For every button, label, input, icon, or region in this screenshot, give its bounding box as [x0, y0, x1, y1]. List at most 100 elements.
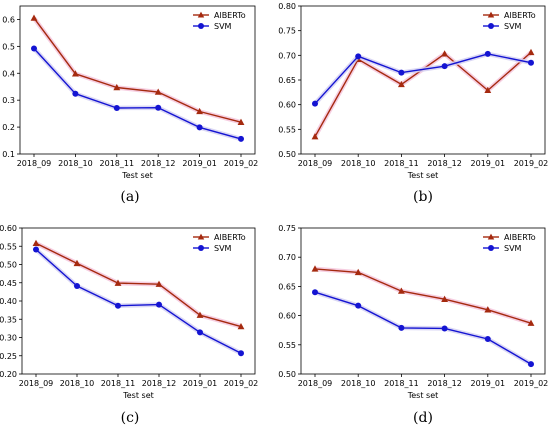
x-tick-label: 2019_02	[514, 379, 549, 388]
data-point-circle	[398, 324, 405, 331]
y-tick-label: 0.25	[0, 352, 17, 361]
data-point-triangle	[311, 133, 319, 140]
y-tick-label: 0.75	[278, 27, 296, 36]
data-point-circle	[484, 50, 491, 57]
data-point-circle	[312, 289, 318, 296]
data-point-triangle	[237, 118, 245, 125]
data-point-triangle	[71, 70, 79, 77]
data-point-circle	[355, 53, 362, 60]
chart-panel: 0.20 0.25 0.30 0.35 0.40 0.45 0.50 0.55 0.60 2018…	[0, 224, 258, 426]
chart-panel: 0.50 0.55 0.60 0.65 0.70 0.75 0.80 2018_09 2018_…	[278, 2, 548, 205]
panel-caption: (b)	[413, 189, 433, 205]
x-tick-label: 2019_02	[514, 159, 549, 168]
y-tick-label: 0.35	[0, 315, 17, 324]
data-point-triangle	[354, 268, 362, 276]
data-point-triangle	[113, 83, 121, 91]
y-tick-label: 0.65	[278, 282, 296, 291]
data-point-circle	[33, 246, 39, 253]
data-point-triangle	[196, 107, 204, 115]
legend-label: SVM	[504, 244, 522, 253]
data-point-circle	[155, 104, 162, 111]
y-tick-label: 0.6	[2, 15, 15, 24]
data-point-triangle	[441, 295, 449, 302]
series-line	[35, 242, 242, 328]
x-tick-label: 2018_11	[101, 379, 136, 388]
x-tick-label: 2018_09	[17, 159, 52, 168]
data-point-circle	[484, 335, 491, 342]
series-glow	[314, 266, 532, 326]
legend-marker-circle	[488, 23, 494, 29]
data-point-circle	[312, 100, 318, 107]
series-line	[314, 291, 532, 365]
x-tick-label: 2018_11	[384, 159, 419, 168]
data-point-triangle	[527, 48, 535, 56]
data-point-triangle	[73, 259, 81, 267]
x-tick-label: 2018_09	[298, 159, 333, 168]
x-tick-label: 2018_09	[298, 379, 333, 388]
x-tick-label: 2019_02	[224, 379, 259, 388]
x-tick-label: 2018_10	[341, 159, 376, 168]
x-tick-label: 2018_12	[427, 159, 462, 168]
x-tick-label: 2019_01	[471, 159, 506, 168]
data-point-circle	[355, 302, 362, 309]
data-point-triangle	[441, 50, 449, 57]
data-point-circle	[156, 301, 162, 308]
y-tick-label: 0.55	[278, 125, 296, 134]
data-point-circle	[31, 45, 37, 52]
legend-marker-circle	[198, 23, 204, 29]
data-point-circle	[238, 350, 244, 357]
legend-label: AlBERTo	[504, 11, 536, 20]
y-tick-label: 0.60	[278, 312, 296, 321]
x-tick-label: 2018_10	[58, 159, 93, 168]
x-tick-label: 2018_10	[341, 379, 376, 388]
x-tick-label: 2019_02	[224, 159, 259, 168]
y-tick-label: 0.50	[0, 261, 17, 270]
legend-label: AlBERTo	[504, 233, 536, 242]
x-axis-title: Test set	[407, 171, 439, 180]
data-point-circle	[398, 69, 405, 76]
x-tick-label: 2019_01	[182, 159, 217, 168]
y-tick-label: 0.75	[278, 224, 296, 233]
y-tick-label: 0.60	[278, 101, 296, 110]
y-tick-label: 0.4	[2, 69, 15, 78]
legend-label: SVM	[504, 22, 522, 31]
x-axis-title: Test set	[122, 391, 154, 400]
legend-marker-circle	[488, 245, 494, 251]
y-tick-label: 0.55	[0, 242, 17, 251]
data-point-triangle	[155, 280, 163, 287]
data-point-triangle	[484, 306, 492, 313]
chart-panel: 0.1 0.2 0.3 0.4 0.5 0.6 2018_09 2018_10 2018_11 2…	[2, 5, 259, 205]
data-point-circle	[72, 90, 79, 97]
chart-panel: 0.50 0.55 0.60 0.65 0.70 0.75 2018_09 2018_10 20…	[278, 224, 548, 426]
series-glow	[35, 241, 242, 329]
data-point-circle	[528, 361, 534, 368]
y-tick-label: 0.3	[2, 96, 15, 105]
data-point-circle	[115, 302, 121, 309]
x-tick-label: 2018_12	[427, 379, 462, 388]
data-point-triangle	[114, 279, 122, 286]
y-tick-label: 0.30	[0, 334, 17, 343]
data-point-circle	[238, 135, 244, 142]
legend-marker-triangle	[197, 11, 205, 18]
legend-marker-triangle	[487, 233, 495, 240]
y-tick-label: 0.40	[0, 297, 17, 306]
panel-caption: (d)	[413, 410, 433, 426]
legend-label: AlBERTo	[214, 11, 246, 20]
series-line	[314, 268, 532, 324]
data-point-triangle	[311, 265, 319, 272]
plot-frame	[300, 227, 546, 375]
data-point-triangle	[30, 14, 38, 21]
x-tick-label: 2019_01	[183, 379, 218, 388]
data-point-triangle	[237, 322, 245, 330]
panel-caption: (a)	[120, 189, 139, 205]
data-point-triangle	[527, 319, 535, 326]
y-tick-label: 0.2	[2, 123, 15, 132]
x-tick-label: 2018_11	[384, 379, 419, 388]
y-tick-label: 0.1	[2, 150, 15, 159]
y-tick-label: 0.20	[0, 370, 17, 379]
y-tick-label: 0.50	[278, 150, 296, 159]
y-tick-label: 0.60	[0, 224, 17, 233]
data-point-circle	[113, 104, 120, 111]
series-line	[33, 48, 242, 140]
data-point-circle	[74, 283, 80, 290]
